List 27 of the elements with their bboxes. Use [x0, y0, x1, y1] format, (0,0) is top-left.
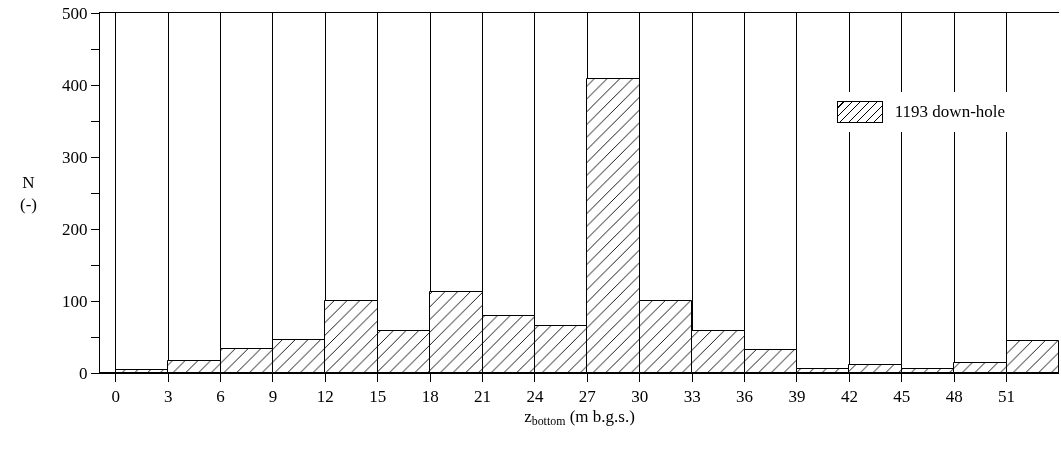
x-tick-label: 9 — [268, 387, 278, 407]
y-tick-label: 100 — [62, 291, 88, 311]
x-tick-label: 18 — [421, 387, 439, 407]
y-tick-label: 0 — [79, 363, 88, 383]
x-tick-label: 45 — [893, 387, 911, 407]
x-tick-label: 27 — [578, 387, 597, 407]
y-tick-label: 500 — [62, 3, 88, 23]
x-tick-label: 6 — [216, 387, 225, 407]
y-axis-title: N (-) — [20, 173, 37, 215]
x-axis-title: z$_{bottom}$ (m b.g.s.) — [524, 406, 635, 429]
x-tick-label: 3 — [163, 387, 173, 407]
x-tick-label: 15 — [369, 387, 387, 407]
x-tick-label: 39 — [788, 387, 806, 407]
x-tick-label: 24 — [526, 387, 544, 407]
y-tick-label: 200 — [62, 219, 88, 239]
x-tick-label: 36 — [736, 387, 754, 407]
y-tick-label: 300 — [62, 147, 88, 167]
x-tick-label: 12 — [316, 387, 334, 407]
legend-label: 1193 down-hole — [894, 102, 1006, 122]
x-tick-label: 48 — [945, 387, 963, 407]
x-tick-label: 0 — [111, 387, 120, 407]
x-tick-label: 51 — [998, 387, 1016, 407]
x-tick-label: 30 — [631, 387, 649, 407]
y-tick-label: 400 — [62, 75, 88, 95]
x-tick-label: 21 — [474, 387, 492, 407]
x-tick-label: 33 — [683, 387, 701, 407]
x-tick-label: 42 — [840, 387, 858, 407]
